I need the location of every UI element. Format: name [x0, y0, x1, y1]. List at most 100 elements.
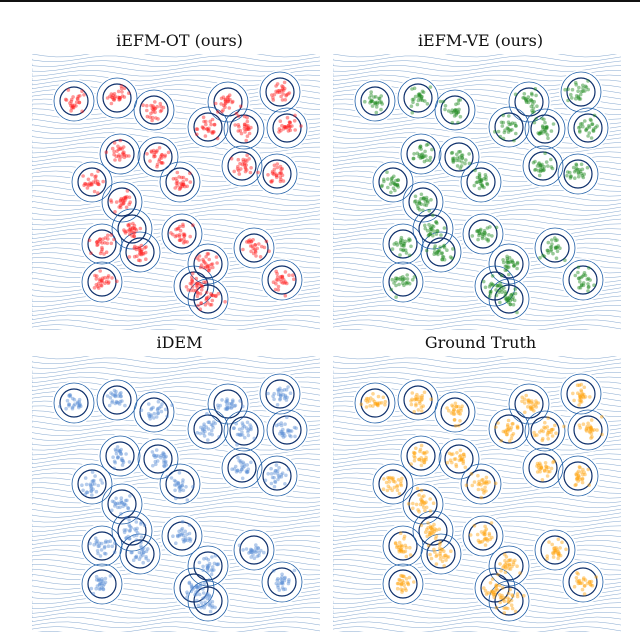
sample-point	[287, 91, 292, 95]
sample-point	[202, 280, 206, 284]
sample-point	[543, 120, 547, 125]
sample-point	[185, 498, 190, 502]
sample-point	[379, 184, 384, 189]
sample-point	[498, 562, 502, 566]
sample-point	[400, 578, 405, 583]
sample-point	[428, 230, 433, 234]
sample-point	[535, 461, 540, 466]
sample-point	[199, 425, 203, 430]
sample-point	[420, 498, 424, 503]
sample-point	[181, 488, 186, 493]
sample-point	[589, 432, 594, 436]
sample-point	[237, 459, 241, 463]
sample-point	[472, 480, 477, 484]
sample-point	[173, 483, 177, 487]
sample-point	[96, 281, 101, 286]
sample-point	[404, 545, 409, 550]
sample-point	[536, 463, 541, 468]
sample-point	[90, 182, 94, 187]
sample-point	[162, 464, 167, 469]
sample-point	[538, 165, 542, 169]
sample-point	[420, 499, 425, 504]
sample-point	[72, 397, 77, 402]
sample-point	[457, 158, 462, 163]
sample-point	[379, 100, 384, 104]
sample-point	[161, 451, 165, 455]
sample-point	[479, 227, 483, 232]
sample-point	[431, 224, 436, 229]
sample-point	[508, 428, 513, 432]
mode-basin	[98, 132, 142, 176]
sample-point	[588, 579, 592, 584]
sample-point	[177, 187, 182, 191]
sample-point	[507, 563, 511, 567]
sample-point	[204, 556, 209, 561]
mode-ring	[494, 112, 524, 142]
sample-point	[448, 255, 453, 259]
sample-point	[132, 534, 136, 538]
mode-ring	[408, 187, 438, 217]
sample-point	[89, 485, 94, 489]
sample-point	[287, 126, 292, 130]
sample-point	[539, 466, 544, 470]
sample-point	[534, 401, 539, 405]
sample-point	[75, 401, 80, 406]
sample-point	[386, 177, 390, 181]
sample-point	[398, 544, 403, 548]
sample-point	[187, 536, 191, 541]
sample-point	[106, 274, 111, 278]
sample-point	[293, 113, 297, 118]
sample-point	[179, 487, 183, 492]
sample-point	[404, 588, 408, 593]
mode-ring	[221, 145, 263, 187]
sample-point	[208, 603, 212, 608]
sample-point	[511, 432, 516, 436]
sample-point	[427, 222, 431, 227]
sample-point	[283, 270, 288, 274]
sample-point	[83, 181, 87, 186]
sample-point	[586, 467, 590, 472]
sample-point	[162, 460, 166, 465]
sample-point	[482, 538, 487, 542]
sample-point	[117, 205, 121, 209]
sample-point	[444, 558, 448, 562]
sample-point	[556, 549, 561, 554]
sample-point	[110, 499, 115, 504]
scatter-plot	[333, 356, 628, 632]
sample-point	[283, 293, 288, 298]
mode-ring	[388, 267, 418, 297]
sample-point	[237, 125, 241, 129]
sample-point	[137, 246, 142, 251]
sample-point	[240, 162, 245, 167]
sample-point	[203, 602, 208, 607]
sample-point	[279, 392, 283, 397]
sample-point	[127, 195, 132, 200]
mode-basin	[559, 372, 603, 416]
sample-point	[520, 395, 524, 400]
sample-point	[459, 457, 463, 461]
sample-point	[58, 404, 62, 409]
sample-point	[453, 108, 458, 112]
mode-ring	[159, 161, 201, 203]
sample-point	[428, 509, 433, 513]
sample-point	[479, 231, 484, 236]
sample-point	[506, 120, 511, 124]
sample-point	[171, 177, 176, 181]
sample-point	[181, 478, 185, 482]
mode-ring	[229, 416, 259, 446]
sample-point	[279, 167, 283, 172]
sample-point	[412, 451, 417, 456]
sample-point	[449, 411, 454, 415]
sample-point	[490, 589, 494, 594]
sample-point	[260, 244, 264, 249]
sample-point	[434, 528, 439, 532]
sample-point	[199, 301, 203, 305]
sample-point	[141, 550, 146, 554]
sample-point	[88, 541, 92, 546]
sample-point	[478, 540, 483, 544]
sample-point	[532, 109, 536, 114]
sample-point	[533, 87, 538, 91]
sample-point	[393, 182, 397, 186]
sample-point	[414, 397, 419, 402]
sample-point	[498, 134, 503, 139]
